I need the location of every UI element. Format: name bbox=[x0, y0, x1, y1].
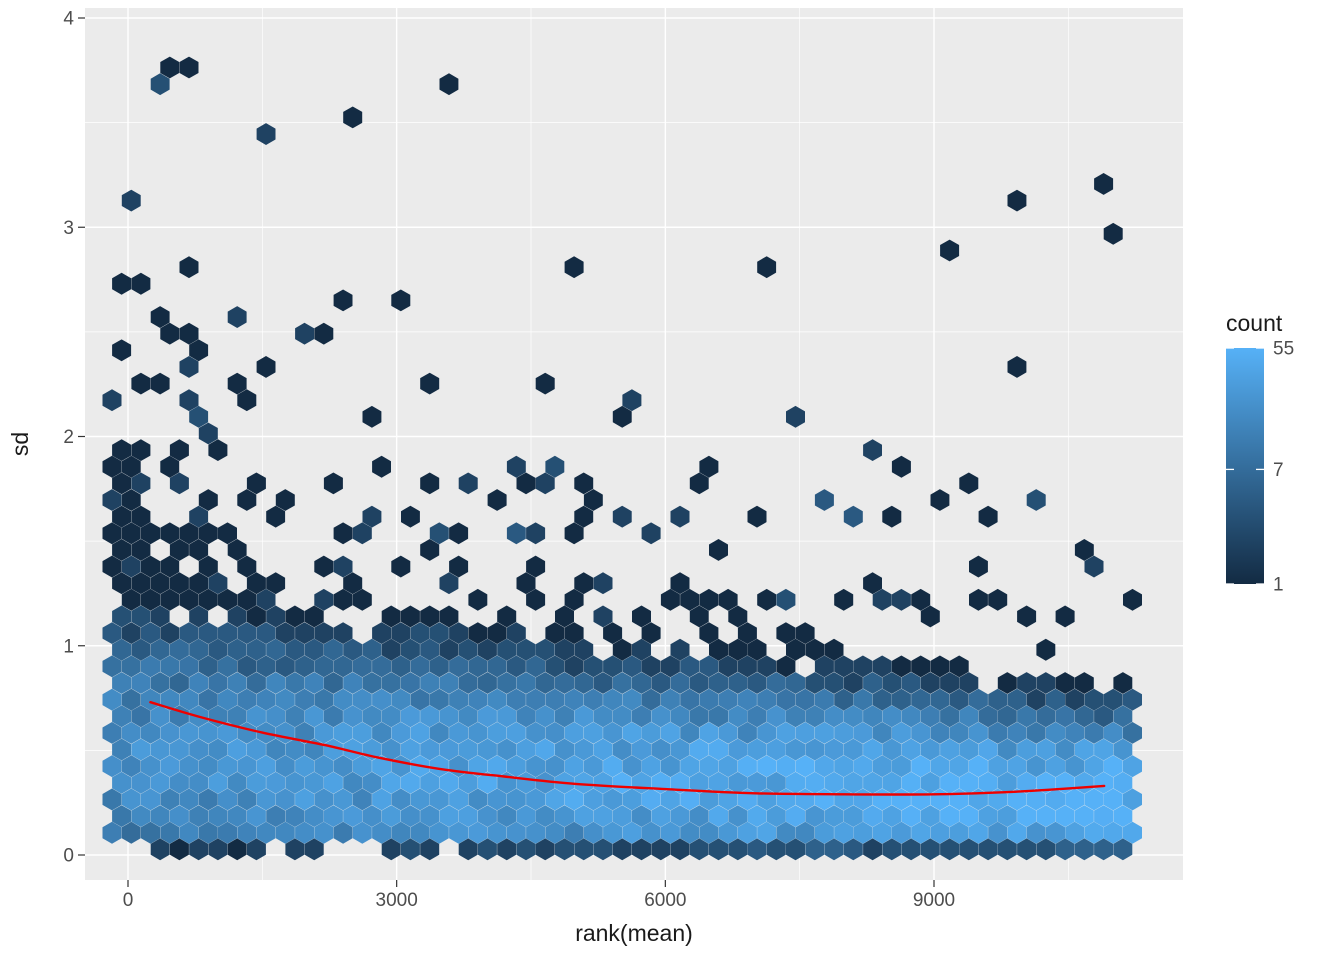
x-tick-label: 3000 bbox=[376, 890, 418, 911]
legend: count 55 7 1 bbox=[1226, 310, 1294, 596]
legend-break-label: 55 bbox=[1273, 339, 1294, 360]
legend-gradient-bar bbox=[1226, 348, 1264, 584]
y-tick-label: 3 bbox=[63, 218, 74, 239]
x-axis-ticks: 0 3000 6000 9000 bbox=[123, 880, 955, 911]
x-tick-label: 6000 bbox=[644, 890, 686, 911]
y-tick-label: 4 bbox=[63, 9, 74, 30]
x-tick-label: 9000 bbox=[913, 890, 955, 911]
y-axis-title: sd bbox=[7, 432, 33, 456]
legend-tick-marks bbox=[1226, 347, 1264, 585]
hex-bins bbox=[102, 56, 1142, 861]
x-tick-label: 0 bbox=[123, 890, 134, 911]
y-axis-ticks: 0 1 2 3 4 bbox=[63, 9, 85, 867]
x-axis-title: rank(mean) bbox=[575, 920, 693, 946]
legend-labels: 55 7 1 bbox=[1273, 339, 1294, 596]
y-tick-label: 0 bbox=[63, 846, 74, 867]
legend-title: count bbox=[1226, 310, 1283, 336]
legend-break-label: 1 bbox=[1273, 575, 1284, 596]
smooth-trend-line bbox=[149, 701, 1106, 796]
legend-break-label: 7 bbox=[1273, 460, 1284, 481]
y-tick-label: 1 bbox=[63, 636, 74, 657]
y-tick-label: 2 bbox=[63, 427, 74, 448]
